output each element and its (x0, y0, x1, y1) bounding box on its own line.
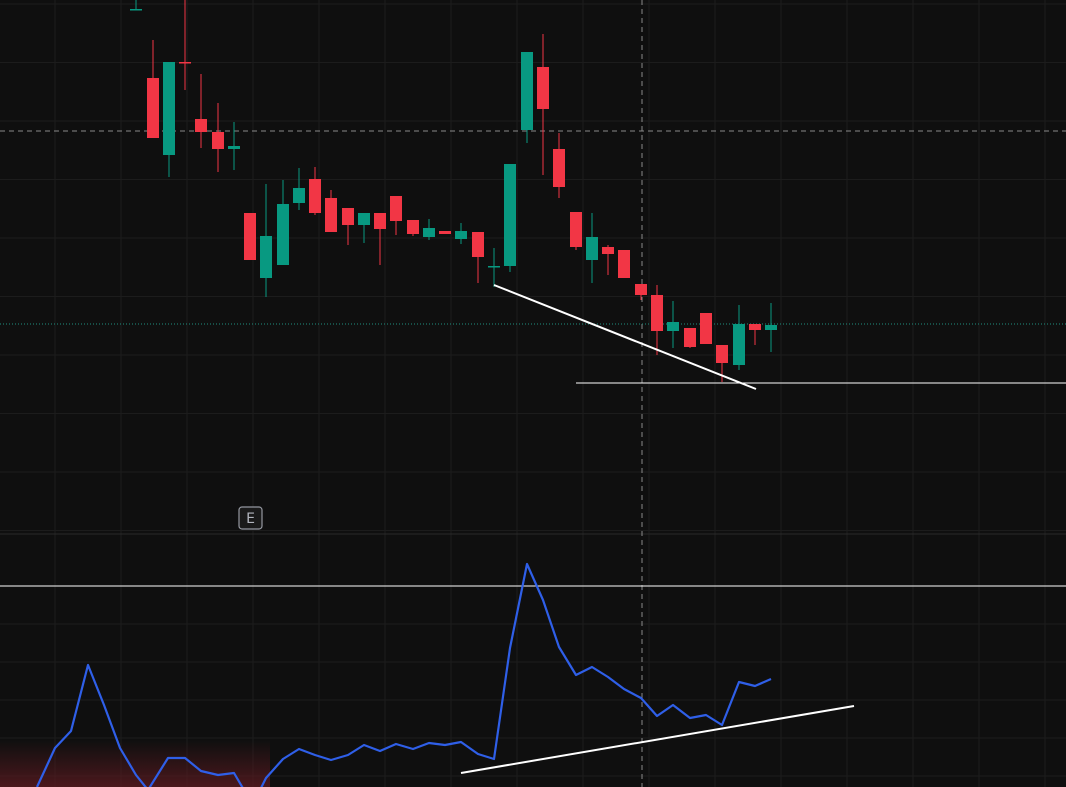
candle-body (472, 232, 484, 257)
candle-body (130, 9, 142, 11)
candle-body (618, 250, 630, 278)
candle-body (407, 220, 419, 234)
candle-body (260, 236, 272, 278)
candle-body (521, 52, 533, 130)
candle-body (586, 237, 598, 260)
candle-body (651, 295, 663, 331)
candle-body (228, 146, 240, 149)
candle-body (667, 322, 679, 331)
candle-body (716, 345, 728, 363)
candle-body (455, 231, 467, 239)
candle-body (488, 266, 500, 268)
candle-body (195, 119, 207, 132)
candle-body (602, 247, 614, 254)
candle-body (700, 313, 712, 344)
candle-body (212, 132, 224, 149)
candle-body (244, 213, 256, 260)
candle-body (765, 325, 777, 330)
earnings-marker-label: E (246, 511, 255, 527)
candle-body (749, 324, 761, 330)
candle-body (684, 328, 696, 347)
indicator-trend-line (460, 705, 855, 774)
oversold-zone (0, 740, 270, 787)
candle-body (423, 228, 435, 237)
candle-body (553, 149, 565, 187)
candle-body (374, 213, 386, 229)
candle-body (309, 179, 321, 213)
candle-body (179, 62, 191, 64)
trend-line (493, 284, 757, 390)
candle-body (439, 231, 451, 234)
candle-body (358, 213, 370, 225)
indicator-line (36, 562, 772, 787)
candle-body (277, 204, 289, 265)
candles (130, 0, 777, 382)
candle-body (733, 324, 745, 365)
earnings-marker[interactable] (238, 506, 263, 530)
candle-body (147, 78, 159, 138)
candle-body (504, 164, 516, 266)
candle-body (325, 198, 337, 232)
candle-body (635, 284, 647, 295)
candle-body (537, 67, 549, 109)
candle-body (390, 196, 402, 221)
candle-body (163, 62, 175, 155)
candle-body (342, 208, 354, 225)
candle-body (570, 212, 582, 247)
candle-body (293, 188, 305, 203)
